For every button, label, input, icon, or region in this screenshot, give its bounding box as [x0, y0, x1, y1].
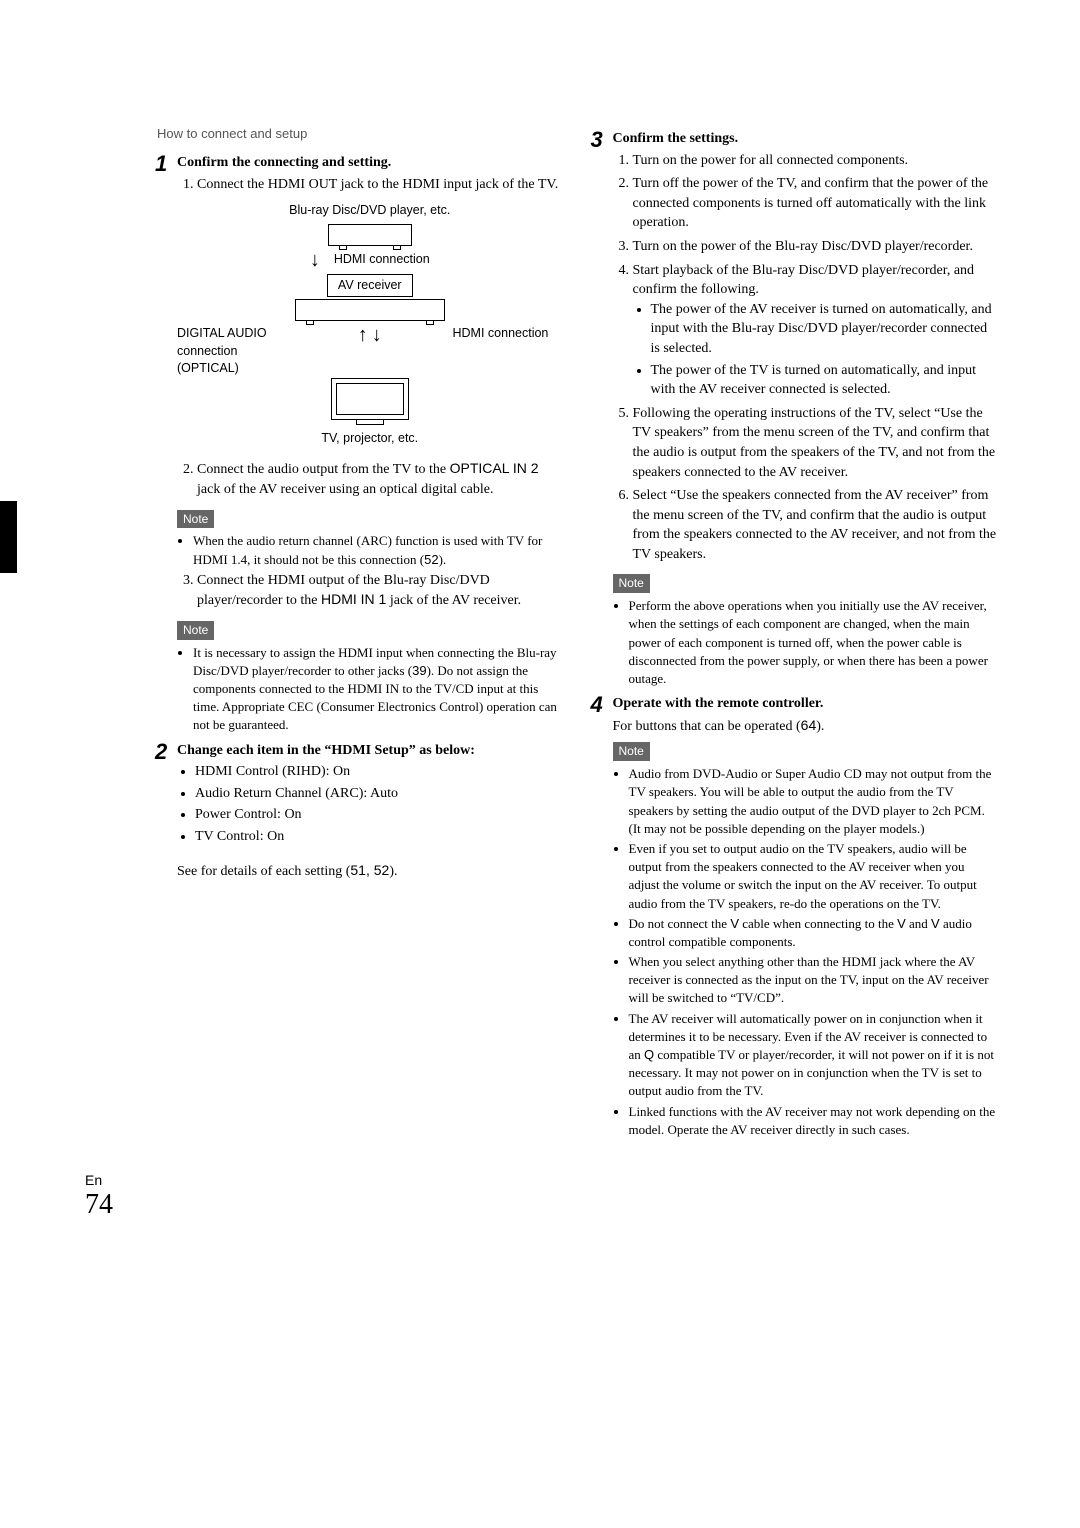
right-column: 3 Confirm the settings. Turn on the powe… [591, 125, 999, 1141]
step-1-list-cont2: Connect the HDMI output of the Blu-ray D… [177, 571, 563, 611]
arrow-down-icon: ↓ [310, 250, 320, 270]
step-1-note-1: When the audio return channel (ARC) func… [177, 532, 563, 568]
step-1: 1 Confirm the connecting and setting. Co… [155, 153, 563, 736]
step-1-item-2: Connect the audio output from the TV to … [197, 459, 563, 499]
step-2-tail: See for details of each setting (51, 52)… [177, 861, 563, 882]
step-2-item-3: Power Control: On [195, 805, 563, 825]
step-4-note-5: The AV receiver will automatically power… [629, 1010, 999, 1101]
two-column-layout: How to connect and setup 1 Confirm the c… [155, 125, 998, 1141]
diagram-hdmi-label-1: HDMI connection [334, 251, 430, 269]
step-2-list: HDMI Control (RIHD): On Audio Return Cha… [177, 762, 563, 846]
step-3-item-6: Select “Use the speakers connected from … [633, 486, 999, 564]
step-3-item-5: Following the operating instructions of … [633, 404, 999, 482]
step-2: 2 Change each item in the “HDMI Setup” a… [155, 741, 563, 882]
arrow-up-icon: ↑ [358, 325, 368, 345]
note-badge: Note [613, 742, 650, 761]
page-footer: En 74 [85, 1171, 998, 1219]
section-tab-icon [0, 501, 17, 573]
tv-box-icon [331, 378, 409, 420]
step-1-list: Connect the HDMI OUT jack to the HDMI in… [177, 175, 563, 195]
step-3-item-4: Start playback of the Blu-ray Disc/DVD p… [633, 261, 999, 400]
step-3-item-2: Turn off the power of the TV, and confir… [633, 174, 999, 233]
diagram-bottom-label: TV, projector, etc. [177, 430, 563, 448]
step-1-item-3: Connect the HDMI output of the Blu-ray D… [197, 571, 563, 611]
step-4-note-1: Audio from DVD-Audio or Super Audio CD m… [629, 765, 999, 838]
note-badge: Note [177, 510, 214, 529]
step-3-item-3: Turn on the power of the Blu-ray Disc/DV… [633, 237, 999, 257]
step-1-title: Confirm the connecting and setting. [177, 153, 563, 173]
step-4-note-6: Linked functions with the AV receiver ma… [629, 1103, 999, 1139]
player-box-icon [328, 224, 412, 246]
diagram-top-label: Blu-ray Disc/DVD player, etc. [177, 202, 563, 220]
step-4-note-4: When you select anything other than the … [629, 953, 999, 1008]
step-1-note-2: It is necessary to assign the HDMI input… [177, 644, 563, 735]
step-3-item-4-sub-1: The power of the AV receiver is turned o… [651, 300, 999, 359]
step-4-number: 4 [591, 694, 611, 716]
note-badge: Note [613, 574, 650, 593]
breadcrumb: How to connect and setup [157, 125, 563, 143]
step-2-number: 2 [155, 741, 175, 763]
arrow-down-icon-2: ↓ [372, 325, 382, 345]
step-3-note: Perform the above operations when you in… [613, 597, 999, 688]
step-2-item-4: TV Control: On [195, 827, 563, 847]
step-4: 4 Operate with the remote controller. Fo… [591, 694, 999, 1141]
connection-diagram: Blu-ray Disc/DVD player, etc. ↓ HDMI con… [177, 202, 563, 447]
step-2-title: Change each item in the “HDMI Setup” as … [177, 741, 563, 761]
step-4-note-3: Do not connect the V cable when connecti… [629, 915, 999, 951]
left-column: How to connect and setup 1 Confirm the c… [155, 125, 563, 1141]
step-1-item-1: Connect the HDMI OUT jack to the HDMI in… [197, 175, 563, 195]
step-3-item-4-sub-2: The power of the TV is turned on automat… [651, 361, 999, 400]
diagram-hdmi-label-2: HDMI connection [453, 325, 563, 343]
step-3-number: 3 [591, 129, 611, 151]
diagram-optical-label: DIGITAL AUDIO connection (OPTICAL) [177, 325, 287, 378]
step-1-list-cont: Connect the audio output from the TV to … [177, 459, 563, 499]
step-3-item-1: Turn on the power for all connected comp… [633, 151, 999, 171]
step-4-note-2: Even if you set to output audio on the T… [629, 840, 999, 913]
step-3-title: Confirm the settings. [613, 129, 999, 149]
step-2-item-2: Audio Return Channel (ARC): Auto [195, 784, 563, 804]
step-2-item-1: HDMI Control (RIHD): On [195, 762, 563, 782]
receiver-box-icon [295, 299, 445, 321]
page-language: En [85, 1171, 998, 1191]
step-1-number: 1 [155, 153, 175, 175]
step-3: 3 Confirm the settings. Turn on the powe… [591, 129, 999, 690]
page-number: 74 [85, 1191, 998, 1219]
note-badge: Note [177, 621, 214, 640]
step-3-list: Turn on the power for all connected comp… [613, 151, 999, 565]
step-4-notes: Audio from DVD-Audio or Super Audio CD m… [613, 765, 999, 1139]
step-4-line: For buttons that can be operated (64). [613, 716, 999, 737]
step-4-title: Operate with the remote controller. [613, 694, 999, 714]
av-receiver-label: AV receiver [327, 274, 413, 298]
